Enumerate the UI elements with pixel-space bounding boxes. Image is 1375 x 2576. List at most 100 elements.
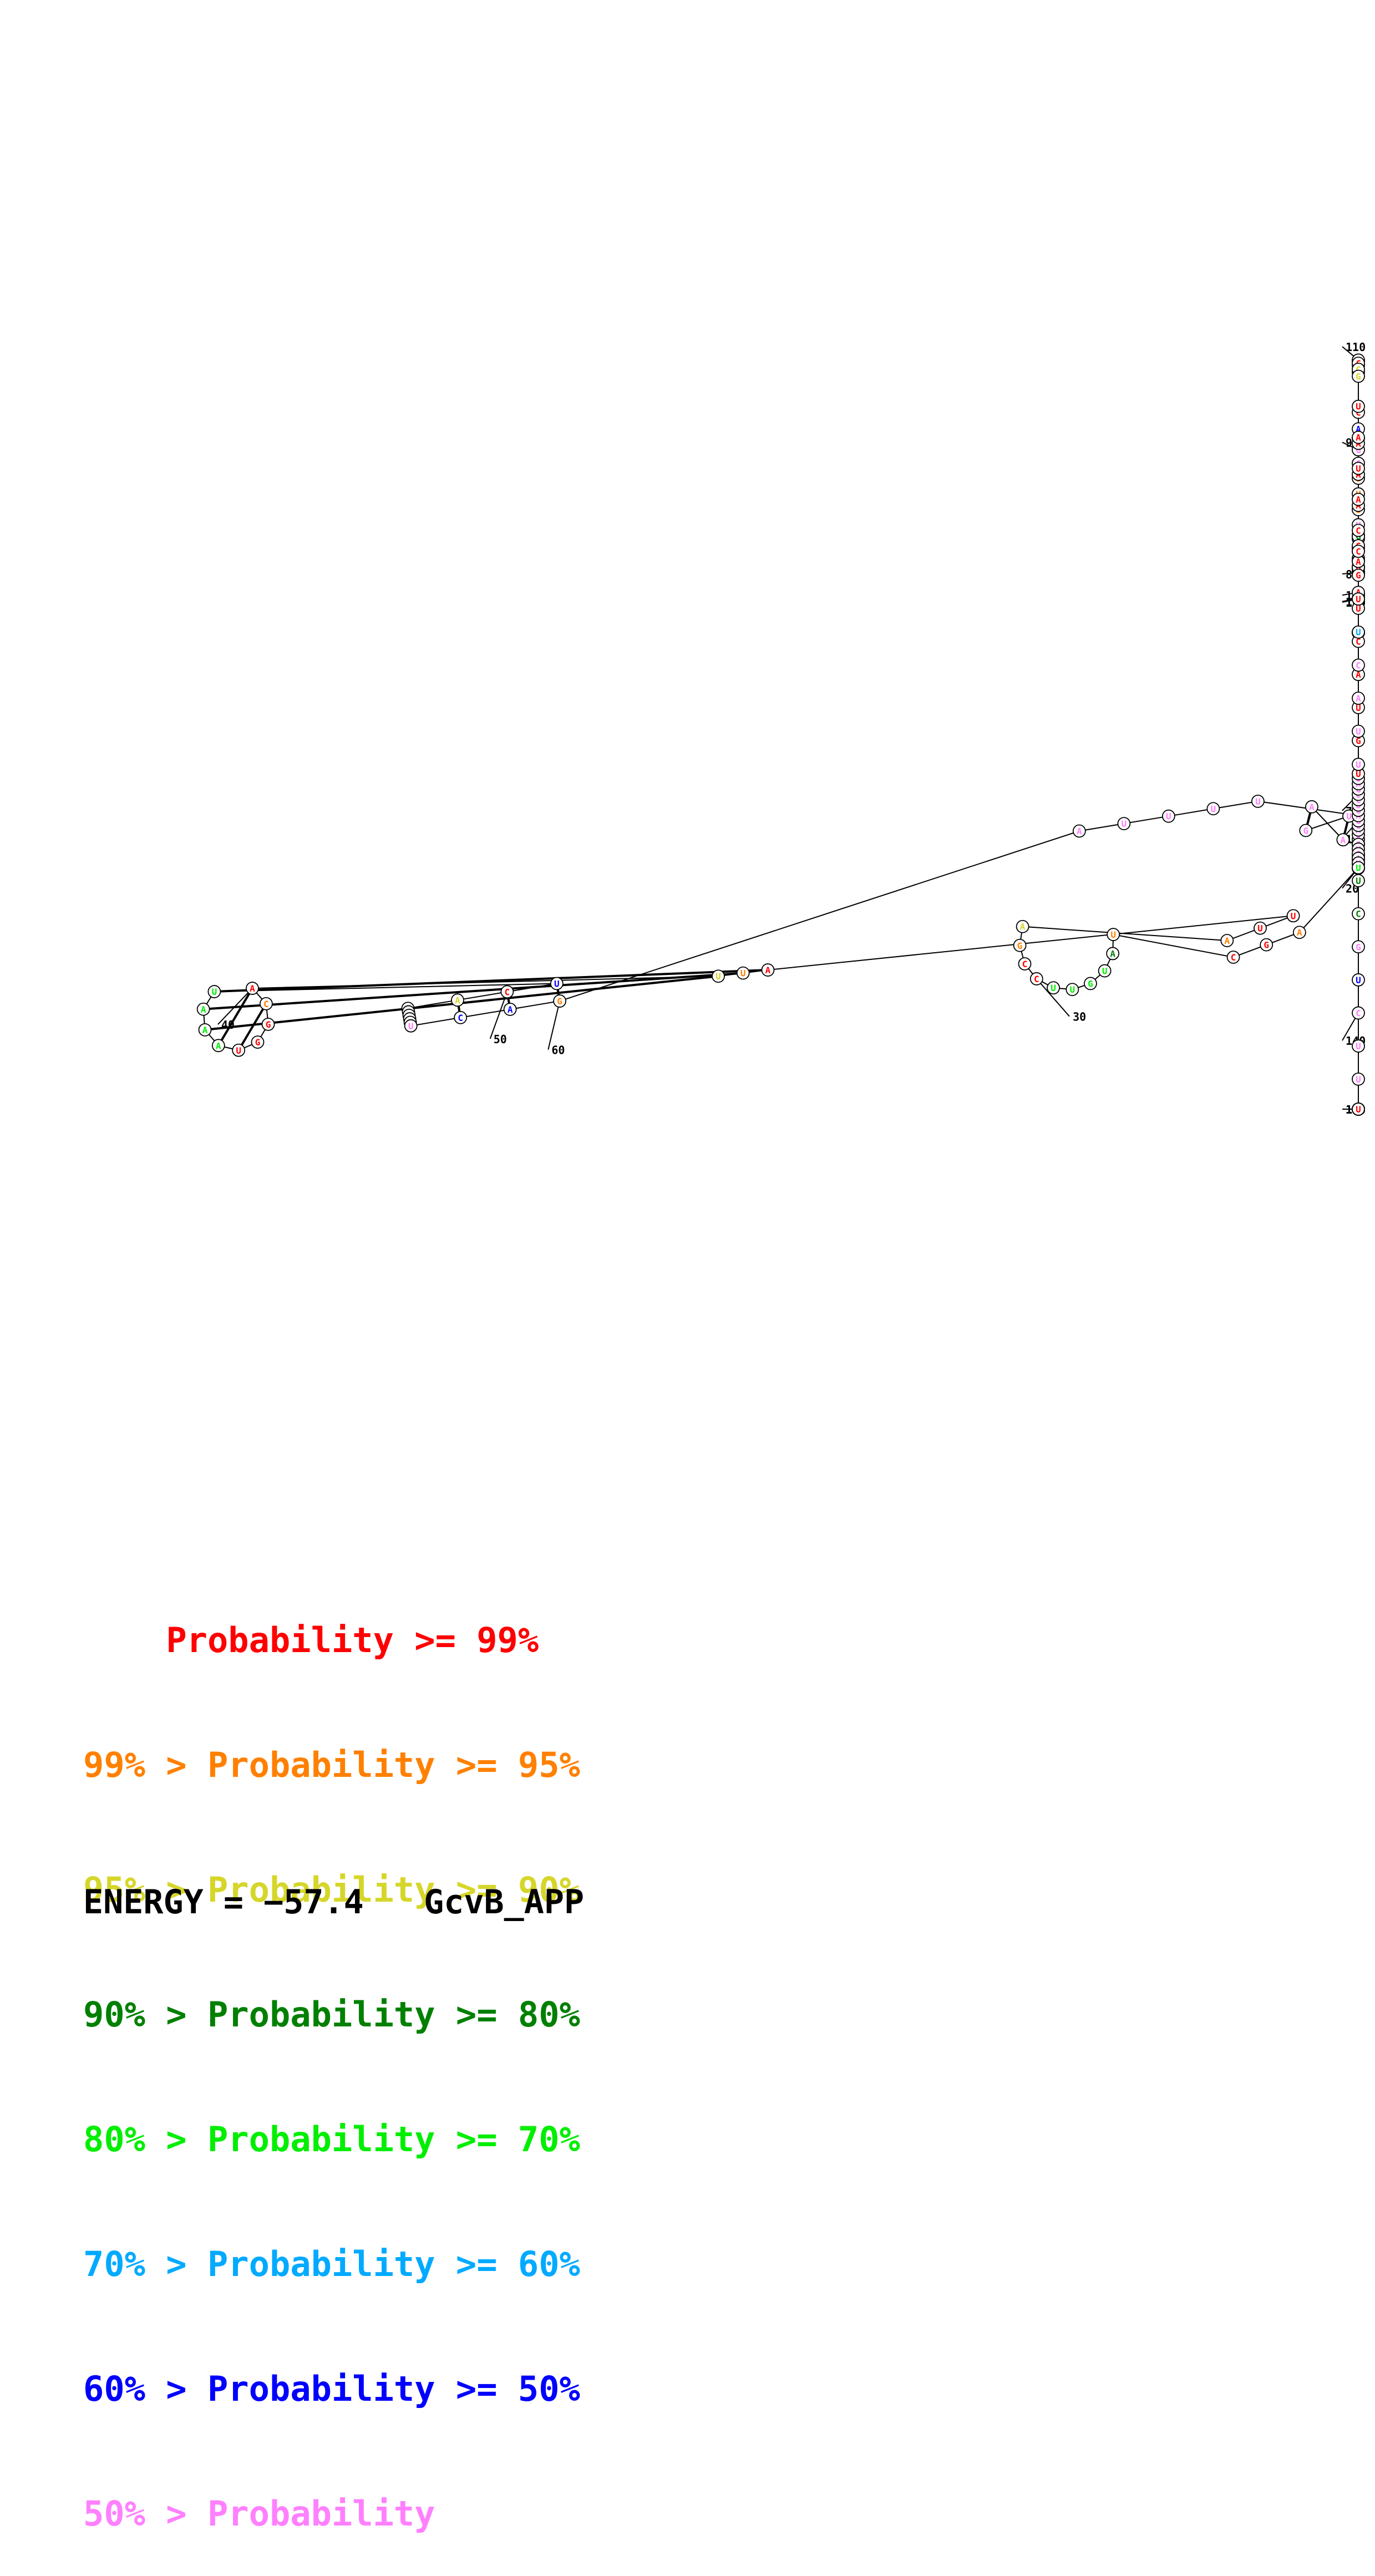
probability-legend: Probability >= 99% 99% > Probability >= … (83, 1536, 638, 2576)
nucleotide-base: A (1309, 802, 1315, 812)
nucleotide: C (1029, 972, 1043, 985)
nucleotide-circle (1352, 545, 1365, 558)
nucleotide: G (1352, 568, 1365, 582)
nucleotide-base: A (201, 1004, 206, 1015)
nucleotide-circle (1352, 1102, 1365, 1116)
nucleotide: U (1342, 809, 1356, 823)
nucleotide-base: G (1356, 942, 1361, 952)
nucleotide-base: C (1356, 525, 1361, 536)
nucleotide-circle (736, 966, 750, 980)
nucleotide-circle (207, 985, 221, 998)
nucleotide-base: A (250, 983, 255, 994)
nucleotide-base: U (408, 1021, 414, 1032)
nucleotide: U (1352, 592, 1365, 606)
legend-row: Probability >= 99% (166, 1620, 539, 1660)
nucleotide-base: U (740, 968, 746, 979)
nucleotide: U (1352, 625, 1365, 639)
nucleotide: C (1352, 524, 1365, 537)
nucleotide: U (1161, 809, 1175, 823)
nucleotide-base: C (458, 1013, 463, 1023)
nucleotide-base: C (1356, 1008, 1361, 1019)
nucleotide: A (198, 1023, 212, 1037)
nucleotide-base: A (1020, 922, 1026, 932)
nucleotide-base: C (1356, 660, 1361, 670)
nucleotide-base: U (1110, 929, 1116, 940)
nucleotide-base: U (1356, 759, 1361, 770)
nucleotide: C (1226, 951, 1240, 964)
nucleotide-circle (1352, 940, 1365, 954)
nucleotide: U (1107, 928, 1120, 941)
nucleotide: G (1352, 940, 1365, 954)
nucleotide: U (1352, 1102, 1365, 1116)
nucleotide: G (1013, 938, 1027, 952)
nucleotide: U (232, 1043, 246, 1057)
nucleotide-base: U (1356, 876, 1361, 886)
nucleotide-circle (1161, 809, 1175, 823)
nucleotide-base: A (1356, 693, 1361, 704)
nucleotide: A (503, 1003, 517, 1016)
nucleotide-base: C (263, 999, 269, 1009)
nucleotide-base: U (1356, 464, 1361, 474)
base-pair-bond (203, 972, 743, 1010)
nucleotide: U (1117, 817, 1131, 831)
position-ticks: 1020304050607080901001101201301401501601… (217, 341, 1366, 1116)
nucleotide: U (1254, 921, 1267, 935)
nucleotide: U (736, 966, 750, 980)
nucleotide: U (1352, 601, 1365, 615)
nucleotide: U (1352, 1072, 1365, 1086)
nucleotide-base: U (1346, 811, 1352, 822)
nucleotide-base: A (1356, 433, 1361, 443)
nucleotide-circle (1352, 399, 1365, 413)
nucleotide-circle (232, 1043, 246, 1057)
nucleotide: A (1305, 800, 1318, 814)
nucleotide-base: U (1356, 594, 1361, 604)
nucleotide-base: G (1356, 445, 1361, 455)
nucleotide-base: G (1088, 978, 1093, 989)
nucleotides: UAUGCAUAGGUGAAGUGAUUAGCUAUGUUCCGAAUUAUUA… (196, 353, 1365, 1116)
nucleotide-base: U (1356, 603, 1361, 614)
nucleotide-circle (404, 1019, 418, 1033)
nucleotide: A (1336, 833, 1350, 847)
nucleotide-circle (1066, 983, 1079, 997)
nucleotide-circle (550, 977, 564, 990)
nucleotide: G (1260, 938, 1273, 952)
nucleotide-base: U (1356, 863, 1361, 873)
position-label: 60 (551, 1044, 565, 1057)
nucleotide-circle (1029, 972, 1043, 985)
nucleotide-circle (500, 985, 514, 999)
nucleotide: G (261, 1018, 275, 1031)
nucleotide-base: G (266, 1019, 271, 1030)
nucleotide-base: A (1225, 936, 1230, 946)
nucleotide-circle (451, 993, 464, 1007)
nucleotide-base: A (1077, 826, 1082, 837)
nucleotide: C (259, 997, 273, 1010)
nucleotide-base: U (1356, 1041, 1361, 1051)
nucleotide-circle (251, 1035, 265, 1049)
nucleotide-base: U (1356, 975, 1361, 985)
base-pair-bond (237, 1003, 267, 1051)
nucleotide: U (1352, 861, 1365, 875)
legend-row: 80% > Probability >= 70% (83, 2119, 580, 2160)
nucleotide: G (553, 994, 567, 1008)
nucleotide-base: A (1356, 494, 1361, 505)
nucleotide: A (196, 1002, 210, 1016)
nucleotide: A (1292, 926, 1306, 939)
nucleotide-circle (261, 1018, 275, 1031)
nucleotide-base: A (455, 995, 460, 1005)
nucleotide-circle (1106, 947, 1120, 961)
position-tick-line (547, 1000, 561, 1050)
nucleotide-circle (761, 963, 775, 977)
nucleotide-base: A (202, 1025, 208, 1035)
nucleotide-circle (1352, 874, 1365, 887)
nucleotide: A (451, 993, 464, 1007)
nucleotide: U (1066, 983, 1079, 997)
nucleotide: G (251, 1035, 265, 1049)
nucleotide: U (550, 977, 564, 990)
nucleotide-base: G (1303, 825, 1308, 836)
nucleotide: C (1018, 957, 1032, 971)
nucleotide-base: A (1356, 556, 1361, 567)
nucleotide: C (454, 1010, 468, 1024)
nucleotide-base: G (1356, 570, 1361, 581)
nucleotide-base: U (1102, 966, 1108, 977)
nucleotide-base: U (1356, 726, 1361, 737)
